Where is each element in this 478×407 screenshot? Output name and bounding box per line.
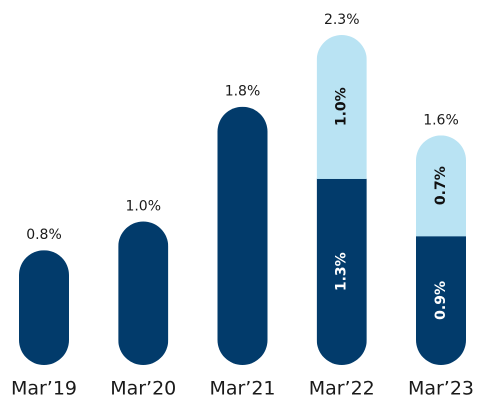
segment-label: 0.7% <box>433 166 449 205</box>
bar-segment <box>416 135 466 237</box>
bar <box>316 35 367 365</box>
segment-label: 1.0% <box>334 87 350 126</box>
bar-segment <box>118 221 169 365</box>
total-label: 2.3% <box>324 12 360 28</box>
x-tick-label: Mar’23 <box>408 378 474 400</box>
total-label: 1.8% <box>225 84 261 100</box>
bar <box>416 135 466 365</box>
x-tick-label: Mar’22 <box>309 378 375 400</box>
bar-segment <box>316 178 367 365</box>
segment-label: 1.3% <box>334 252 350 291</box>
bar <box>19 250 69 365</box>
total-label: 0.8% <box>26 227 62 243</box>
bar-segment <box>316 35 367 179</box>
total-label: 1.6% <box>423 112 459 128</box>
bar-segment <box>19 250 69 365</box>
bar-segment <box>416 235 466 365</box>
bar <box>118 221 169 365</box>
bar <box>217 106 268 365</box>
total-label: 1.0% <box>125 199 161 215</box>
bar-segment <box>217 106 268 365</box>
x-tick-label: Mar’21 <box>209 378 275 400</box>
segment-label: 0.9% <box>433 281 449 320</box>
x-tick-label: Mar’19 <box>11 378 77 400</box>
x-tick-label: Mar’20 <box>110 378 176 400</box>
